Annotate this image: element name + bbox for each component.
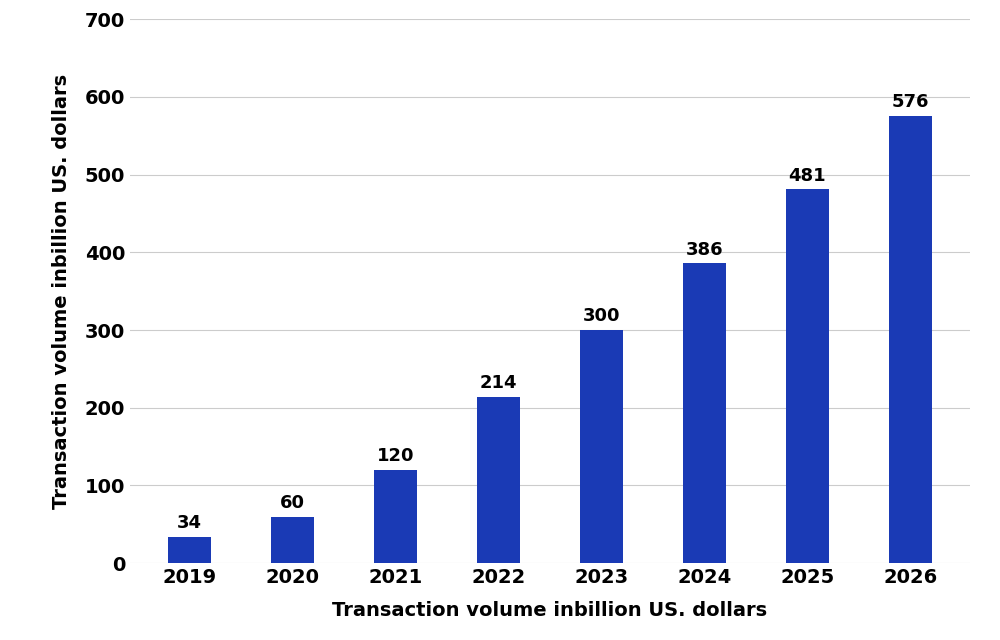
Bar <box>683 263 726 563</box>
Text: 34: 34 <box>177 514 202 532</box>
Bar <box>580 330 623 563</box>
Bar <box>786 189 829 563</box>
X-axis label: Transaction volume inbillion US. dollars: Transaction volume inbillion US. dollars <box>332 601 768 620</box>
Text: 60: 60 <box>280 494 305 512</box>
Text: 481: 481 <box>788 167 826 185</box>
Bar <box>271 516 314 563</box>
Bar <box>374 470 417 563</box>
Y-axis label: Transaction volume inbillion US. dollars: Transaction volume inbillion US. dollars <box>52 74 71 509</box>
Text: 386: 386 <box>686 241 723 259</box>
Text: 576: 576 <box>891 93 929 111</box>
Text: 300: 300 <box>583 307 620 325</box>
Text: 214: 214 <box>480 374 517 392</box>
Bar <box>889 116 932 563</box>
Bar <box>168 537 211 563</box>
Bar <box>477 397 520 563</box>
Text: 120: 120 <box>377 447 414 465</box>
